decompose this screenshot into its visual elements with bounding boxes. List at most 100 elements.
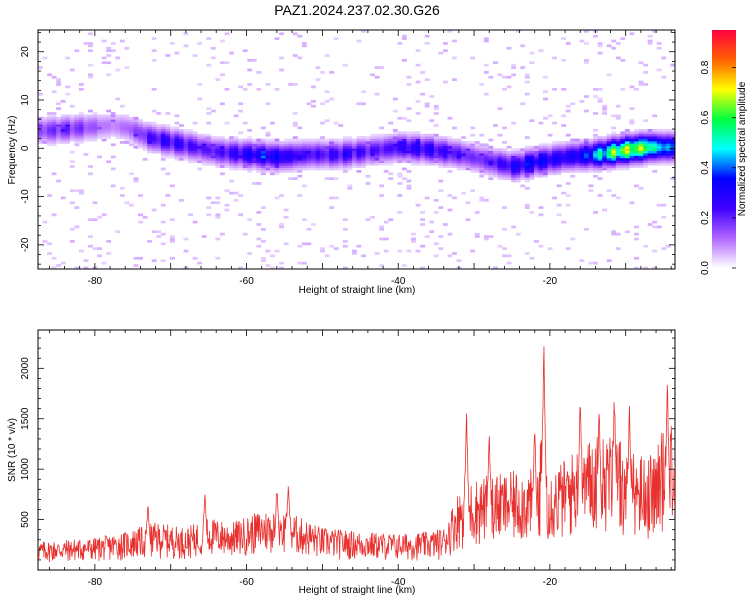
colorbar-label: Normalized spectral amplitude [737, 81, 748, 216]
heatmap-cell [97, 136, 102, 139]
heatmap-cell [675, 201, 680, 204]
heatmap-cell [147, 240, 153, 243]
heatmap-cell [165, 148, 171, 151]
heatmap-cell [429, 162, 435, 166]
heatmap-cell [584, 167, 589, 171]
heatmap-cell [260, 157, 266, 161]
heatmap-cell [183, 249, 189, 253]
heatmap-cell [433, 242, 439, 246]
heatmap-cell [547, 165, 553, 168]
heatmap-cell [115, 114, 121, 118]
heatmap-cell [47, 138, 52, 142]
heatmap-cell [438, 179, 444, 183]
heatmap-cell [210, 56, 216, 60]
heatmap-cell [206, 141, 212, 144]
heatmap-cell [556, 172, 562, 176]
heatmap-cell [283, 138, 289, 142]
heatmap-cell [488, 174, 494, 178]
heatmap-cell [634, 162, 639, 166]
heatmap-cell [493, 174, 498, 178]
heatmap-cell [283, 165, 289, 168]
heatmap-cell [597, 44, 603, 48]
heatmap-cell [183, 133, 189, 137]
heatmap-cell [256, 153, 262, 156]
heatmap-cell [206, 37, 212, 40]
heatmap-cell [452, 56, 457, 60]
heatmap-cell [274, 162, 280, 166]
heatmap-cell [520, 172, 526, 176]
heatmap-cell [274, 167, 280, 171]
heatmap-cell [388, 155, 394, 159]
heatmap-cell [201, 162, 207, 166]
heatmap-cell [656, 225, 662, 229]
heatmap-cell [124, 66, 130, 69]
heatmap-cell [615, 167, 621, 171]
heatmap-cell [611, 167, 617, 171]
heatmap-cell [524, 206, 530, 209]
heatmap-cell [593, 87, 598, 91]
heatmap-cell [588, 145, 594, 149]
heatmap-cell [379, 155, 385, 159]
heatmap-cell [474, 141, 480, 144]
heatmap-cell [383, 136, 389, 139]
heatmap-cell [634, 148, 639, 151]
heatmap-cell [474, 160, 480, 164]
heatmap-cell [406, 119, 412, 123]
heatmap-cell [129, 172, 134, 176]
heatmap-cell [611, 39, 617, 43]
heatmap-cell [329, 244, 335, 248]
heatmap-cell [338, 167, 344, 171]
heatmap-cell [215, 165, 221, 168]
heatmap-cell [315, 141, 321, 144]
heatmap-cell [611, 114, 617, 118]
heatmap-cell [101, 39, 107, 43]
heatmap-cell [424, 143, 430, 147]
heatmap-cell [624, 138, 630, 142]
heatmap-cell [543, 174, 548, 178]
heatmap-cell [78, 116, 84, 120]
heatmap-cell [506, 155, 512, 159]
heatmap-cell [279, 160, 284, 164]
heatmap-cell [629, 138, 635, 142]
heatmap-cell [42, 220, 48, 224]
heatmap-cell [251, 138, 257, 142]
heatmap-cell [78, 83, 84, 86]
heatmap-cell [220, 172, 225, 176]
heatmap-cell [183, 237, 189, 241]
heatmap-cell [47, 131, 52, 135]
heatmap-cell [110, 184, 116, 188]
heatmap-cell [338, 165, 344, 168]
heatmap-cell [561, 150, 567, 154]
heatmap-cell [256, 157, 262, 161]
heatmap-cell [156, 112, 162, 115]
heatmap-cell [574, 148, 580, 151]
heatmap-cell [147, 143, 153, 147]
heatmap-cell [415, 141, 421, 144]
heatmap-cell [210, 155, 216, 159]
heatmap-cell [311, 85, 316, 89]
heatmap-cell [265, 102, 271, 106]
heatmap-cell [329, 160, 335, 164]
heatmap-cell [247, 170, 253, 173]
heatmap-cell [429, 143, 435, 147]
heatmap-cell [543, 160, 548, 164]
heatmap-cell [461, 160, 466, 164]
heatmap-cell [65, 128, 71, 132]
heatmap-cell [620, 145, 626, 149]
heatmap-cell [483, 153, 489, 156]
heatmap-cell [65, 133, 71, 137]
heatmap-cell [543, 162, 548, 166]
heatmap-cell [56, 264, 62, 267]
heatmap-cell [47, 116, 52, 120]
heatmap-cell [547, 153, 553, 156]
heatmap-cell [538, 150, 544, 154]
heatmap-cell [670, 157, 675, 161]
heatmap-cell [483, 145, 489, 149]
heatmap-cell [402, 116, 407, 120]
heatmap-cell [406, 75, 412, 79]
heatmap-cell [106, 73, 112, 77]
heatmap-cell [529, 162, 535, 166]
heatmap-cell [415, 138, 421, 142]
heatmap-cell [488, 235, 494, 238]
heatmap-cell [324, 145, 330, 149]
